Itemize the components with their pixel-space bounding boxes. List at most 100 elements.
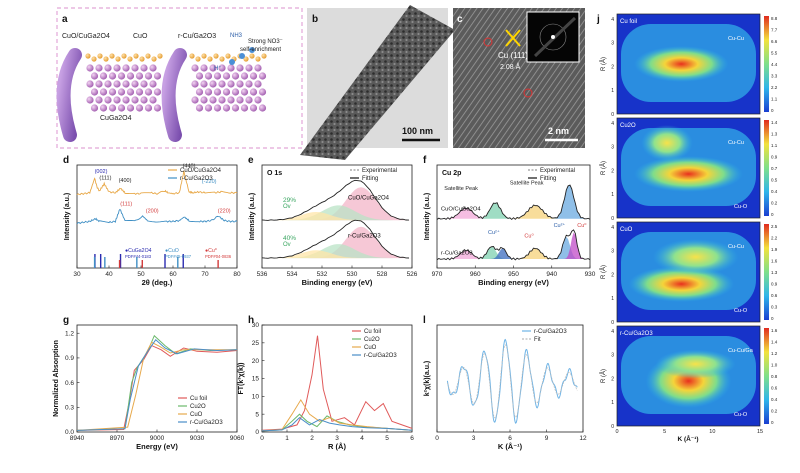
cu2p-fit-component	[437, 232, 590, 259]
wt-3-colorbar-label: 1.2	[771, 351, 778, 356]
wt-2-colorbar	[764, 224, 769, 320]
o1s-group-label-0: CuO/CuGa2O4	[348, 196, 390, 202]
wt-0-colorbar-label: 6.6	[771, 39, 778, 44]
ft-ytick-label: 0	[255, 429, 259, 436]
xanes-ytick-label: 0.3	[65, 405, 74, 412]
wt-0-colorbar-label: 4.4	[771, 62, 778, 67]
xrd-peak-label-0: (002)	[95, 169, 108, 175]
cu2p-envelope-0	[436, 184, 591, 221]
ga2o3-atom	[245, 80, 253, 88]
wt-0-colorbar-label: 8.8	[771, 16, 778, 21]
cu2p-xtick-label: 960	[470, 271, 481, 278]
o1s-legend-label: Experimental	[362, 168, 397, 174]
ga2o3-atom	[209, 64, 217, 72]
o1s-xtick-label: 532	[317, 271, 328, 278]
panel-a-schematic: a CuO/CuGa2O4 CuO r-Cu/Ga2O3 Strong NO3⁻…	[56, 7, 303, 149]
wt-1-feature-1	[641, 125, 693, 161]
wt-3-frame	[616, 325, 761, 427]
xrd-series-1	[76, 208, 238, 225]
xanes-legend-label: Cu2O	[190, 404, 206, 410]
cuo-particle	[139, 56, 145, 62]
wt-3-ytick-label: 4	[611, 329, 614, 335]
cuga2o4-atom	[108, 72, 117, 80]
xrd-series-0	[76, 170, 238, 196]
wt-1-colorbar-label: 0.7	[771, 166, 778, 171]
panel-h-ft-exafs: h 0 1 2 3 4 5 6 0 5 10 15 20 25 30 R (Å) FT(k³χ(k)) Cu fo…	[238, 315, 414, 451]
cuo-particle	[115, 56, 121, 62]
wt-2-feature-label: Cu-Cu	[728, 244, 744, 250]
wt-2-colorbar-label: 0.6	[771, 293, 778, 298]
o1s-fit-component	[262, 205, 412, 221]
wt-1-colorbar-label: 1.1	[771, 143, 778, 148]
ga2o3-atom	[209, 96, 217, 104]
wt-3-colorbar-label: 1.4	[771, 340, 778, 345]
ft-ytick-label: 30	[252, 322, 260, 329]
xrd-peak-label-2: (400)	[119, 178, 132, 184]
cuga2o4-atom	[131, 96, 139, 104]
o1s-envelope-1	[261, 219, 410, 259]
xrd-axes-frame	[76, 164, 238, 269]
ga2o3-atom	[231, 104, 240, 112]
cu2p-legend-label: Fitting	[540, 176, 556, 182]
o1s-species-0: Ov	[283, 204, 291, 210]
cu2p-xtick-label: 950	[508, 271, 519, 278]
cu-particle	[189, 53, 195, 59]
cuga2o4-atom	[144, 88, 153, 96]
label-cuo: CuO	[133, 33, 148, 40]
xrd-xtick-label: 50	[137, 271, 145, 278]
wt-3-colorbar-label: 0	[771, 420, 774, 425]
wt-0-colorbar-label: 2.2	[771, 85, 778, 90]
ga2o3-atom	[213, 88, 222, 96]
wt-2-colorbar-label: 2.5	[771, 224, 778, 229]
cuga2o4-atom	[140, 80, 148, 88]
cuga2o4-atom	[99, 88, 108, 96]
ga2o3-atom	[195, 72, 204, 80]
ga2o3-atom	[218, 80, 226, 88]
wt-2-colorbar-label: 1.6	[771, 259, 778, 264]
cuga2o4-atom	[104, 64, 112, 72]
cuga2o4-atom	[90, 72, 99, 80]
xanes-xtick-label: 9000	[150, 435, 165, 442]
ft-xtick-label: 3	[335, 435, 339, 442]
kspace-xtick-label: 9	[545, 435, 549, 442]
xrd-ref-pdf: PDF#44-0183	[125, 254, 152, 259]
ga2o3-atom	[191, 64, 199, 72]
saed-ring	[539, 23, 567, 51]
cuga2o4-atom	[90, 88, 99, 96]
ga2o3-atom	[240, 72, 249, 80]
panel-j-wavelet: j Cu foil Cu-Cu 0 1 2 3 4 R (Å) 8.8 7.7 6.6 5.5 4.4 3…	[596, 13, 778, 443]
wt-0-ylabel: R (Å)	[600, 57, 607, 71]
ft-xtick-label: 0	[260, 435, 264, 442]
cuga2o4-atom	[126, 104, 135, 112]
cu2p-annotation-4: Cu²⁺	[554, 222, 566, 229]
cuga2o4-atom	[113, 80, 121, 88]
cuga2o4-atom	[104, 96, 112, 104]
nitrate-molecule	[239, 53, 245, 59]
wt-3-ytick-label: 2	[611, 376, 614, 382]
ga2o3-atom	[213, 104, 222, 112]
ga2o3-atom	[204, 104, 213, 112]
cuga2o4-atom	[113, 96, 121, 104]
cuga2o4-atom	[153, 88, 162, 96]
cu2p-title: Cu 2p	[442, 170, 461, 177]
wt-2-ytick-label: 2	[611, 272, 614, 278]
wt-3-ytick-label: 3	[611, 353, 614, 359]
nitrate-molecule	[249, 47, 255, 53]
wt-1-colorbar	[764, 120, 769, 216]
wt-1-ytick-label: 4	[611, 121, 614, 127]
ft-xtick-label: 1	[285, 435, 289, 442]
wt-1-ylabel: R (Å)	[600, 161, 607, 175]
o1s-species-1: Ov	[283, 242, 291, 248]
kspace-panel-letter: l	[423, 315, 426, 326]
wt-0-frame	[616, 13, 761, 115]
nanotube-image	[300, 5, 455, 160]
cuga2o4-atom	[149, 96, 157, 104]
o1s-xtick-label: 530	[347, 271, 358, 278]
ft-ytick-label: 5	[255, 411, 259, 418]
xanes-legend-label: CuO	[190, 412, 203, 418]
wt-2-colorbar-label: 0	[771, 316, 774, 321]
wt-3-colorbar-label: 0.6	[771, 386, 778, 391]
xrd-peak-label-3: (440)	[183, 164, 196, 170]
cuo-particle	[151, 56, 157, 62]
ft-xtick-label: 4	[360, 435, 364, 442]
